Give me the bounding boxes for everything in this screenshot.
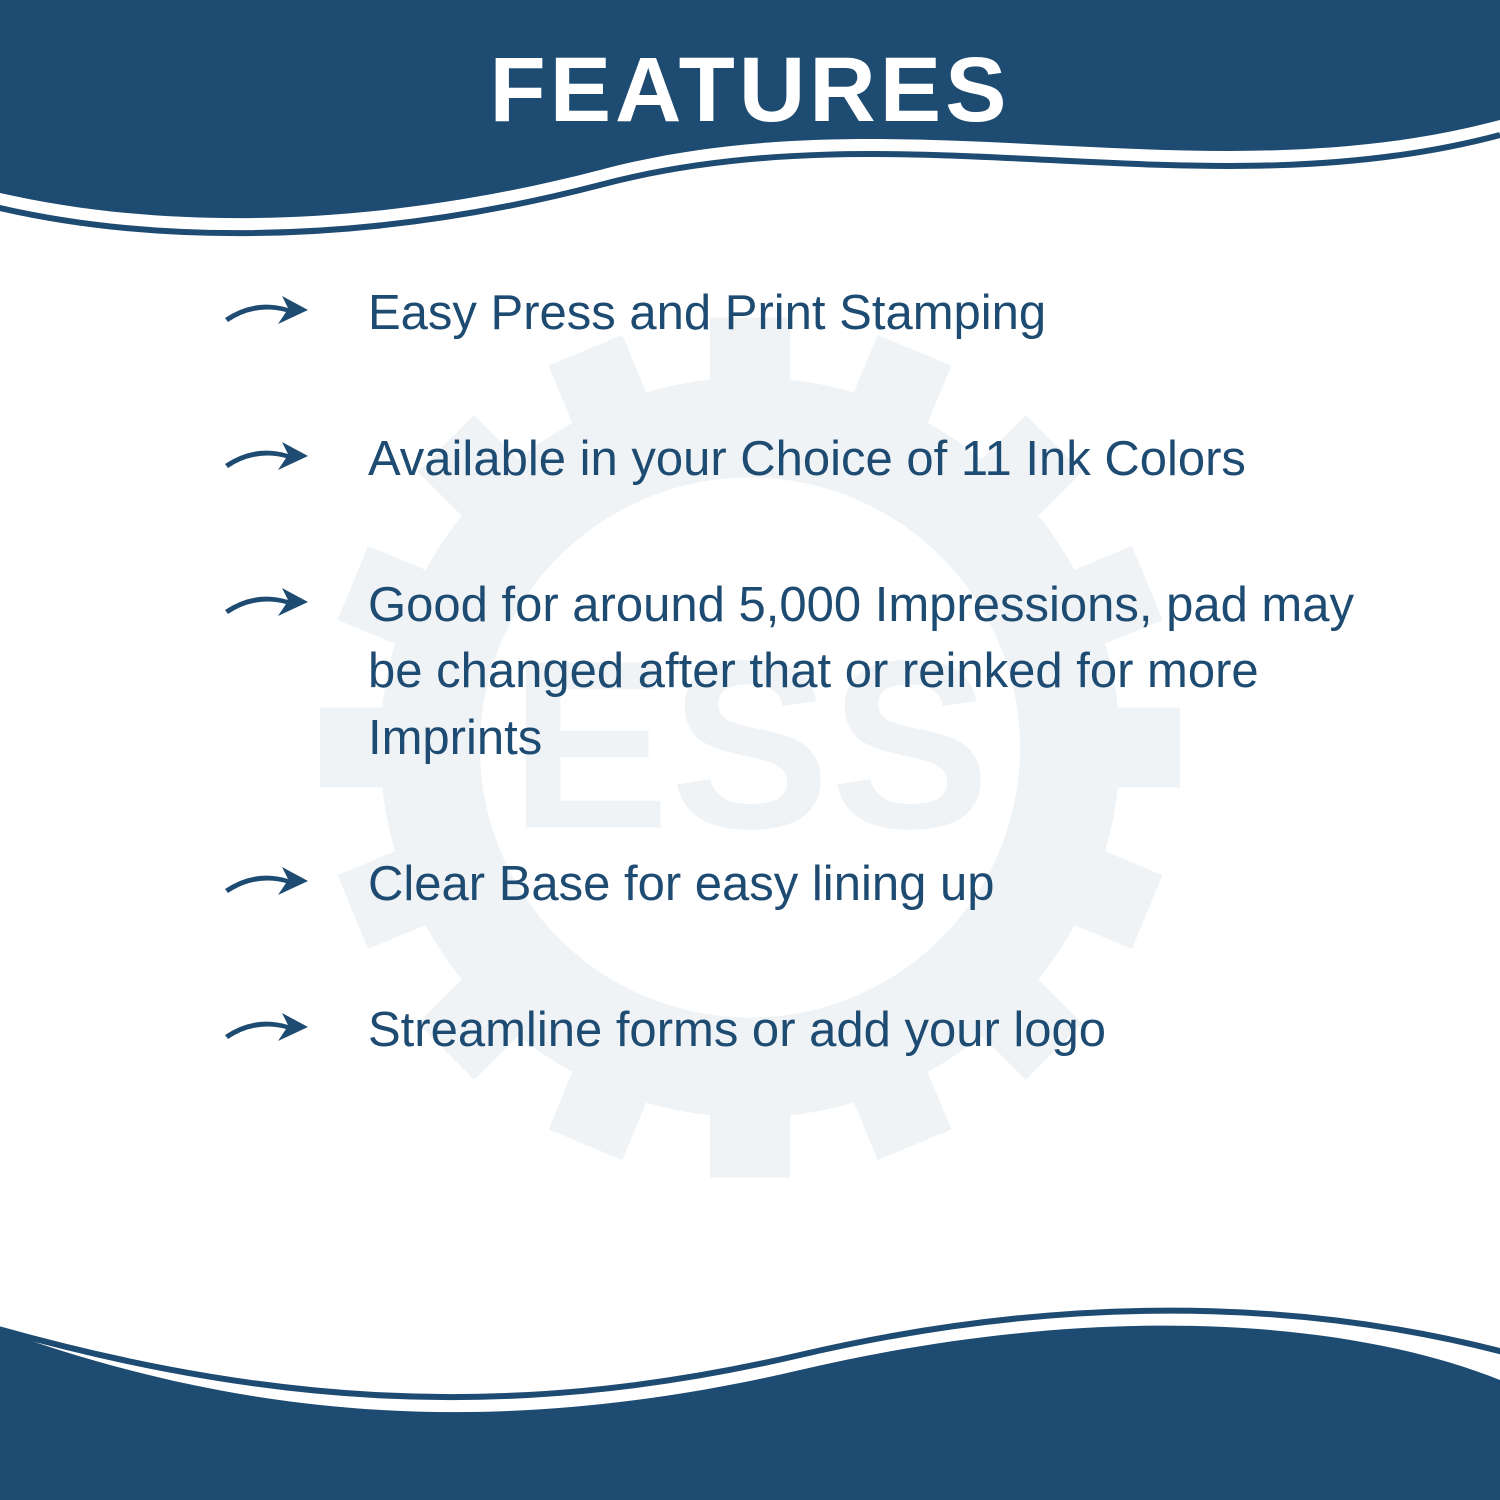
arrow-icon [220, 288, 310, 337]
feature-text: Available in your Choice of 11 Ink Color… [368, 426, 1246, 492]
feature-item: Easy Press and Print Stamping [220, 280, 1420, 346]
feature-text: Streamline forms or add your logo [368, 997, 1106, 1063]
feature-text: Good for around 5,000 Impressions, pad m… [368, 572, 1420, 770]
page-title: FEATURES [0, 38, 1500, 143]
feature-item: Clear Base for easy lining up [220, 851, 1420, 917]
feature-text: Easy Press and Print Stamping [368, 280, 1046, 346]
feature-item: Good for around 5,000 Impressions, pad m… [220, 572, 1420, 770]
footer-wave [0, 1240, 1500, 1500]
feature-item: Streamline forms or add your logo [220, 997, 1420, 1063]
arrow-icon [220, 434, 310, 483]
features-list: Easy Press and Print Stamping Available … [0, 280, 1500, 1240]
feature-item: Available in your Choice of 11 Ink Color… [220, 426, 1420, 492]
arrow-icon [220, 580, 310, 629]
arrow-icon [220, 1005, 310, 1054]
feature-text: Clear Base for easy lining up [368, 851, 994, 917]
arrow-icon [220, 859, 310, 908]
